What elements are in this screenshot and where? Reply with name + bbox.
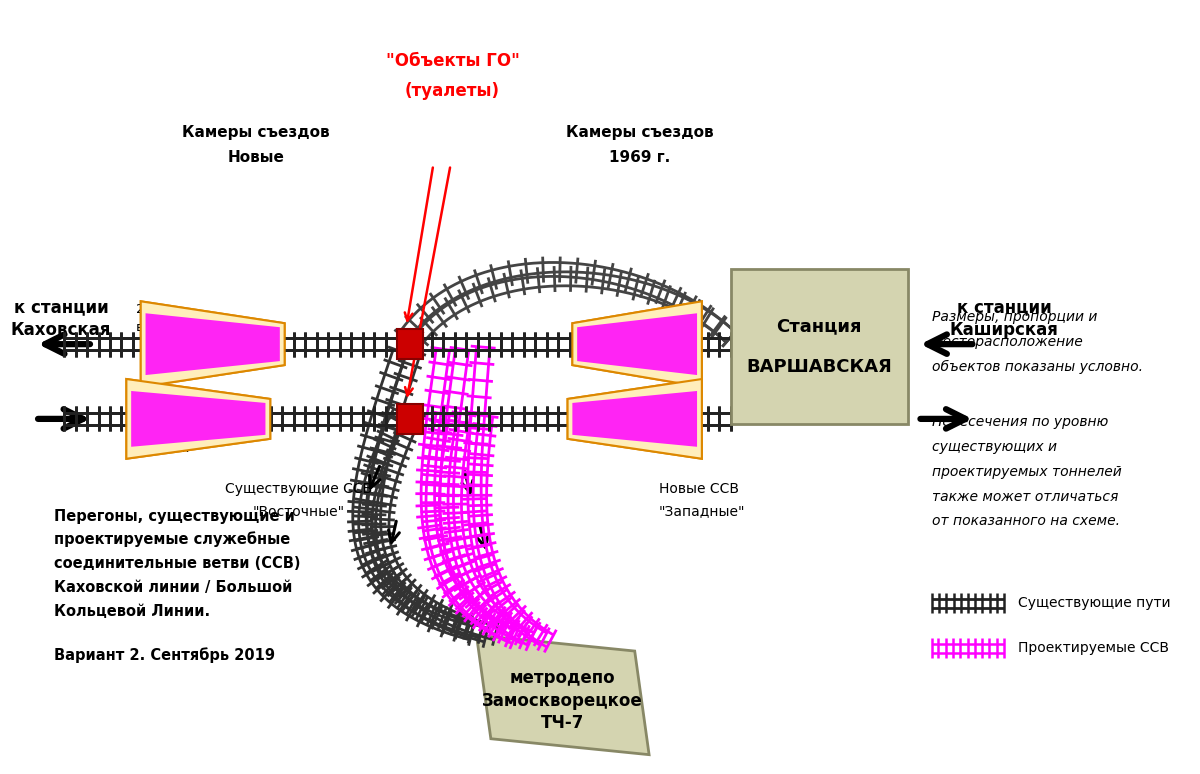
Text: Каширская: Каширская [949, 321, 1058, 339]
Text: к станции: к станции [13, 298, 108, 317]
Text: Размеры, пропорции и: Размеры, пропорции и [932, 310, 1098, 324]
Text: соединительные ветви (ССВ): соединительные ветви (ССВ) [54, 557, 301, 571]
Text: Камеры съездов: Камеры съездов [182, 125, 330, 140]
Polygon shape [572, 301, 702, 387]
Text: ВАРШАВСКАЯ: ВАРШАВСКАЯ [746, 358, 893, 375]
Text: внутренний: внутренний [136, 321, 220, 334]
Text: Новые: Новые [228, 150, 284, 165]
Text: Вариант 2. Сентябрь 2019: Вариант 2. Сентябрь 2019 [54, 647, 276, 663]
Text: "Объекты ГО": "Объекты ГО" [385, 52, 520, 70]
Text: (туалеты): (туалеты) [404, 82, 500, 100]
Text: ТЧ-7: ТЧ-7 [541, 714, 584, 731]
Polygon shape [126, 379, 270, 459]
Polygon shape [572, 391, 697, 447]
Polygon shape [131, 391, 265, 447]
Text: Новые ССВ: Новые ССВ [659, 481, 739, 495]
Polygon shape [476, 635, 649, 755]
Polygon shape [577, 313, 697, 375]
Text: существующих и: существующих и [932, 440, 1057, 454]
Polygon shape [145, 313, 280, 375]
Bar [397, 329, 422, 359]
Text: проектируемых тоннелей: проектируемых тоннелей [932, 464, 1122, 478]
Text: Каховской линии / Большой: Каховской линии / Большой [54, 580, 293, 595]
Text: "Восточные": "Восточные" [253, 505, 346, 519]
Polygon shape [126, 379, 270, 459]
Polygon shape [140, 301, 284, 387]
Text: Каховская: Каховская [11, 321, 112, 339]
Text: к станции: к станции [956, 298, 1051, 317]
Text: 1969 г.: 1969 г. [608, 150, 670, 165]
Text: внешний: внешний [126, 442, 190, 455]
Polygon shape [572, 391, 697, 447]
Bar [731, 269, 908, 424]
Polygon shape [131, 391, 265, 447]
Polygon shape [572, 301, 702, 387]
Text: Перегоны, существующие и: Перегоны, существующие и [54, 509, 295, 523]
Text: Камеры съездов: Камеры съездов [565, 125, 713, 140]
Polygon shape [145, 313, 280, 375]
Text: Замоскворецкое: Замоскворецкое [482, 692, 643, 710]
Polygon shape [568, 379, 702, 459]
Text: Станция: Станция [776, 317, 862, 336]
Text: также может отличаться: также может отличаться [932, 490, 1118, 504]
Text: Проектируемые ССВ: Проектируемые ССВ [1019, 641, 1169, 655]
Polygon shape [568, 379, 702, 459]
Text: объектов показаны условно.: объектов показаны условно. [932, 360, 1144, 374]
Bar [397, 404, 422, 434]
Text: Кольцевой Линии.: Кольцевой Линии. [54, 604, 210, 619]
Text: Существующие ССВ: Существующие ССВ [226, 481, 373, 495]
Polygon shape [577, 313, 697, 375]
Text: месторасположение: месторасположение [932, 335, 1082, 349]
Text: 1 путь: 1 путь [126, 424, 172, 437]
Text: от показанного на схеме.: от показанного на схеме. [932, 515, 1120, 529]
Polygon shape [140, 301, 284, 387]
Text: метродепо: метродепо [510, 669, 616, 687]
Text: Пересечения по уровню: Пересечения по уровню [932, 415, 1109, 429]
Text: "Западные": "Западные" [659, 505, 745, 519]
Text: 2 путь: 2 путь [136, 303, 181, 317]
Text: проектируемые служебные: проектируемые служебные [54, 532, 290, 547]
Text: Существующие пути: Существующие пути [1019, 596, 1171, 610]
